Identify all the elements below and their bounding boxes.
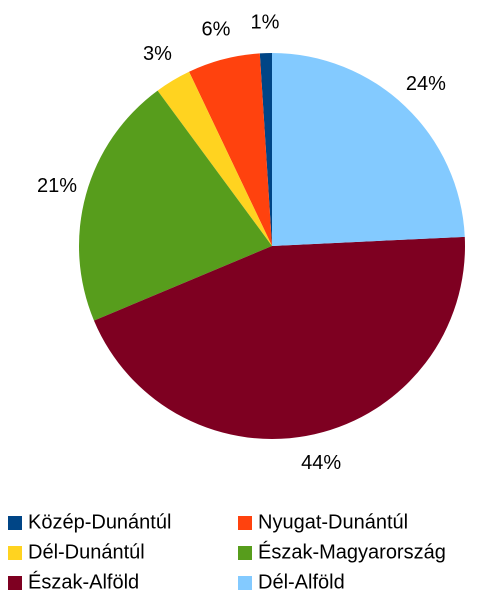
data-label: 6% — [202, 18, 231, 40]
legend-label: Közép-Dunántúl — [28, 511, 171, 533]
legend-swatch — [8, 546, 22, 560]
data-label: 44% — [301, 452, 341, 474]
legend-swatch — [238, 546, 252, 560]
pie-slice — [93, 236, 465, 440]
pie-slice — [272, 52, 465, 247]
legend-label: Nyugat-Dunántúl — [258, 511, 408, 533]
legend-label: Dél-Dunántúl — [28, 541, 145, 563]
legend-label: Dél-Alföld — [258, 571, 345, 593]
legend-label: Észak-Magyarország — [258, 540, 446, 563]
legend-swatch — [238, 576, 252, 590]
legend-swatch — [238, 516, 252, 530]
data-label: 3% — [143, 43, 172, 65]
legend-swatch — [8, 576, 22, 590]
data-label: 21% — [37, 175, 77, 197]
pie-slice — [78, 90, 273, 321]
data-label: 24% — [406, 73, 446, 95]
data-label: 1% — [250, 11, 279, 33]
legend-swatch — [8, 516, 22, 530]
legend-label: Észak-Alföld — [28, 570, 139, 593]
pie-slice — [157, 71, 272, 247]
pie-slice — [259, 53, 272, 246]
pie-slice — [189, 53, 272, 246]
